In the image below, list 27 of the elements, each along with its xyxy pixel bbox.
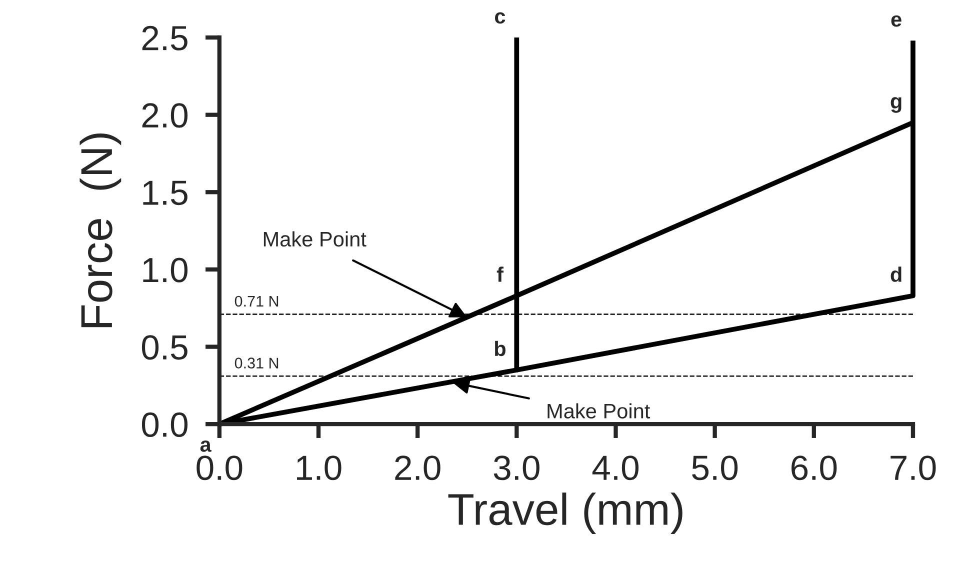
ref-line-label: 0.71 N — [234, 296, 278, 307]
x-tick-label: 5.0 — [692, 456, 738, 480]
x-tick-label: 1.0 — [297, 456, 342, 480]
annotation: c — [495, 12, 506, 24]
ref-line-label: 0.31 N — [234, 358, 278, 368]
x-tick-label: 2.0 — [395, 456, 440, 480]
annotation: Make Point — [264, 231, 366, 247]
annotation: a — [200, 440, 212, 452]
x-tick-label: 4.0 — [592, 456, 639, 480]
y-tick-label: 1.0 — [143, 258, 188, 282]
annotation: f — [496, 266, 504, 282]
y-tick-label: 0.0 — [142, 412, 188, 438]
x-tick-label: 6.0 — [792, 456, 837, 480]
annotation: d — [890, 266, 902, 282]
y-tick-label: 1.5 — [143, 180, 188, 206]
y-axis-title: Force (N) — [80, 134, 122, 328]
annotation: Make Point — [548, 403, 650, 418]
y-tick-label: 0.5 — [142, 335, 188, 360]
x-axis-title: Travel (mm) — [448, 492, 682, 534]
annotation: e — [891, 15, 902, 27]
y-tick-label: 2.5 — [142, 26, 188, 50]
x-tick-label: 0.0 — [196, 456, 242, 480]
x-tick-label: 7.0 — [890, 456, 936, 480]
x-tick-label: 3.0 — [494, 456, 540, 480]
annotation: b — [495, 340, 506, 356]
annotation: g — [890, 97, 902, 113]
y-tick-label: 2.0 — [142, 103, 188, 128]
